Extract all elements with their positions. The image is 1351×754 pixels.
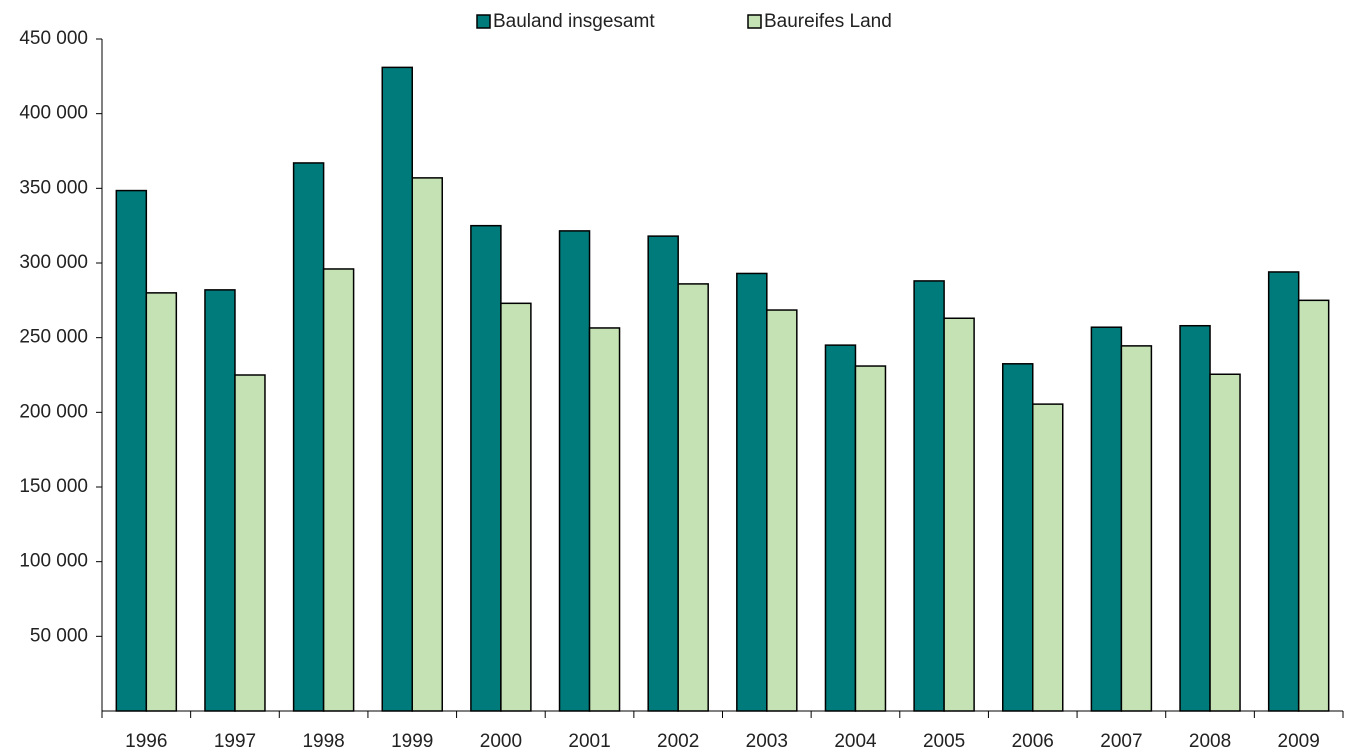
legend-swatch <box>476 14 491 29</box>
x-tick-label: 2006 <box>1012 731 1054 752</box>
bar <box>500 302 532 712</box>
bar <box>913 280 945 712</box>
bar <box>1090 326 1123 712</box>
bar <box>411 177 443 712</box>
bar <box>558 230 591 712</box>
bar <box>204 289 236 712</box>
x-tick-label: 1997 <box>214 731 256 752</box>
bar <box>322 268 355 712</box>
x-tick-label: 1996 <box>125 731 167 752</box>
x-tick-label: 2008 <box>1189 731 1231 752</box>
bar <box>943 317 975 712</box>
x-tick-label: 2005 <box>923 731 965 752</box>
bar <box>115 189 148 712</box>
bar <box>1032 403 1064 712</box>
legend-label: Bauland insgesamt <box>493 11 655 32</box>
x-tick-label: 2000 <box>480 731 522 752</box>
legend-swatch <box>747 14 762 29</box>
bar <box>1297 299 1330 712</box>
y-tick-label: 100 000 <box>19 551 88 572</box>
bar <box>736 272 768 712</box>
bar <box>854 365 887 712</box>
bar <box>766 309 798 712</box>
y-tick-label: 300 000 <box>19 252 88 273</box>
y-tick-label: 250 000 <box>19 327 88 348</box>
x-tick-label: 2007 <box>1100 731 1142 752</box>
bar <box>647 235 679 712</box>
bar <box>292 162 325 712</box>
bar <box>145 292 178 712</box>
y-tick-label: 200 000 <box>19 401 88 422</box>
x-tick-label: 1999 <box>391 731 433 752</box>
bar <box>1267 271 1300 712</box>
y-tick-label: 450 000 <box>19 28 88 49</box>
legend-label: Baureifes Land <box>764 11 892 32</box>
bar <box>1179 324 1211 712</box>
bar <box>234 374 266 712</box>
x-tick-label: 2009 <box>1278 731 1320 752</box>
bar <box>1120 345 1153 712</box>
y-tick-label: 400 000 <box>19 103 88 124</box>
bar <box>470 224 502 712</box>
x-tick-label: 2001 <box>568 731 610 752</box>
bar <box>824 344 857 712</box>
y-tick-label: 350 000 <box>19 177 88 198</box>
bar <box>677 283 709 712</box>
x-tick-label: 2004 <box>834 731 877 752</box>
bar <box>1209 373 1241 712</box>
y-tick-label: 150 000 <box>19 476 88 497</box>
x-tick-label: 2002 <box>657 731 699 752</box>
x-tick-label: 2003 <box>746 731 788 752</box>
bar <box>588 327 621 712</box>
x-tick-label: 1998 <box>302 731 344 752</box>
bar <box>1002 363 1034 712</box>
bar <box>381 66 413 712</box>
y-tick-label: 50 000 <box>30 625 88 646</box>
